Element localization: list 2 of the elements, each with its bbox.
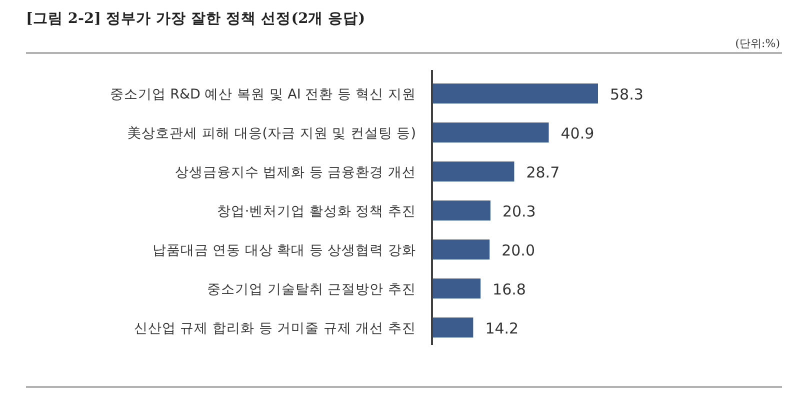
annotation: (단위:%) <box>735 37 780 50</box>
title: [그림 2-2] 정부가 가장 잘한 정책 선정(2개 응답) <box>26 10 366 27</box>
